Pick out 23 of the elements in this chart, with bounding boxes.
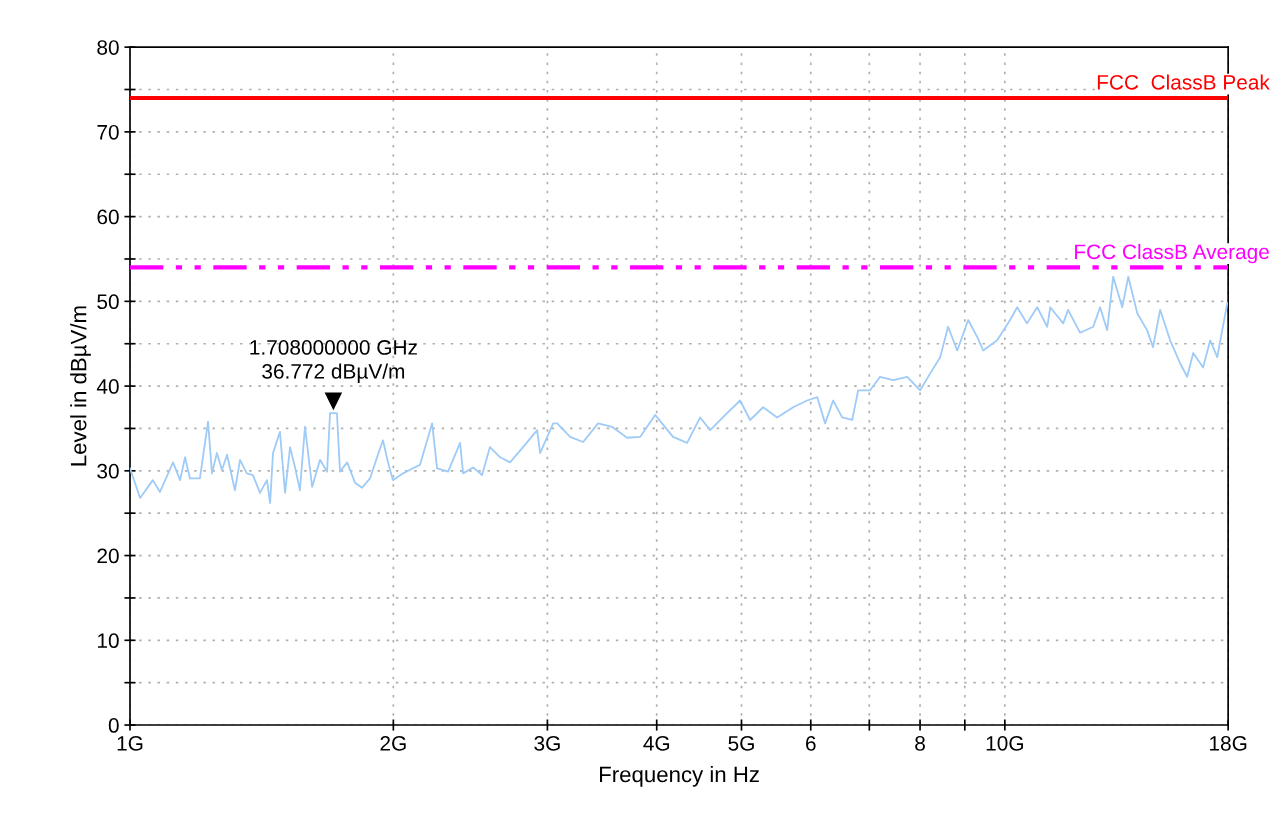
x-tick-label: 10G (986, 736, 1023, 751)
x-tick-label: 1G (117, 736, 143, 751)
x-tick-label: 6 (806, 736, 816, 751)
y-tick-label: 30 (97, 463, 119, 479)
x-tick-label: 4G (643, 736, 670, 751)
x-tick-label: 5G (728, 736, 754, 751)
x-tick-label: 8 (915, 736, 925, 751)
x-axis-title: Frequency in Hz (600, 765, 759, 787)
y-tick-label: 40 (96, 379, 119, 394)
x-tick-label: 2G (380, 736, 406, 751)
ref-line-label: FCC ClassB Average (1075, 243, 1269, 264)
y-tick-label: 10 (98, 633, 119, 649)
y-tick-label: 70 (97, 124, 119, 140)
y-tick-label: 0 (108, 718, 119, 733)
y-tick-label: 80 (97, 40, 119, 55)
y-axis-title: Level in dBµV/m (70, 306, 91, 466)
ref-line-label: FCC ClassB Peak (1097, 74, 1270, 90)
y-tick-label: 50 (97, 294, 119, 310)
y-tick-label: 20 (97, 548, 119, 564)
x-tick-label: 3G (534, 736, 560, 751)
y-tick-label: 60 (97, 209, 119, 225)
x-tick-label: 18G (1210, 736, 1247, 751)
annotation: 1.708000000 GHz 36.772 dBµV/m (250, 340, 417, 383)
